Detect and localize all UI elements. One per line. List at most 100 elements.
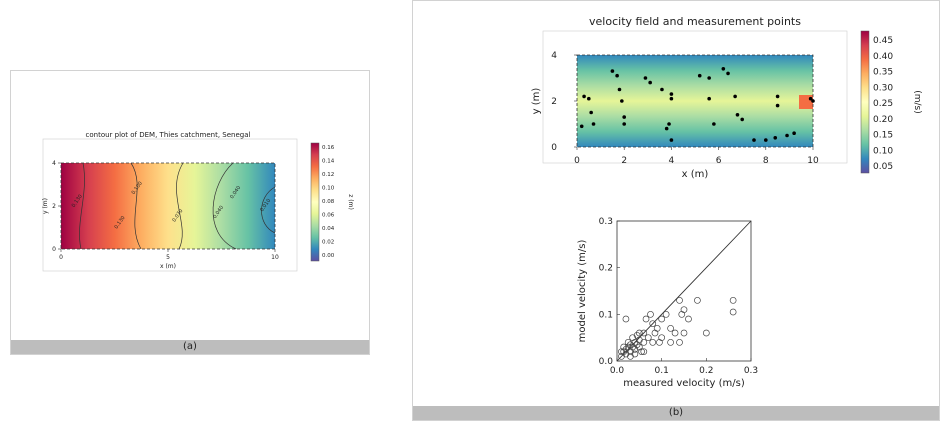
x-tick-label: 6 — [716, 156, 722, 166]
x-tick-label: 0.1 — [655, 366, 669, 376]
x-axis-label: x (m) — [682, 169, 709, 180]
scatter-point — [624, 343, 632, 351]
x-tick-label: 8 — [763, 156, 769, 166]
x-tick-label: 5 — [166, 254, 170, 261]
x-axis-label: x (m) — [160, 263, 176, 270]
figure-panel-a: contour plot of DEM, Thies catchment, Se… — [10, 70, 370, 355]
contour-line — [176, 162, 184, 250]
scatter-point — [656, 338, 663, 346]
scatter-point — [651, 329, 659, 337]
colorbar — [860, 30, 870, 174]
x-tick-label: 10 — [271, 254, 279, 261]
contour-line — [212, 162, 237, 250]
x-tick-label: 0 — [574, 156, 580, 166]
y-axis-label: model velocity (m/s) — [577, 240, 588, 343]
scatter-point — [640, 348, 648, 356]
chart-title: contour plot of DEM, Thies catchment, Se… — [86, 131, 251, 139]
measurement-point — [773, 136, 778, 140]
measurement-point — [707, 96, 711, 101]
scatter-point — [629, 343, 636, 351]
measurement-point — [712, 122, 716, 126]
measurement-point — [648, 80, 652, 85]
measurement-point — [669, 96, 674, 101]
scatter-point — [676, 296, 683, 304]
scatter-point — [685, 315, 692, 323]
scatter-point — [631, 345, 639, 353]
measurement-point — [740, 117, 744, 122]
figure-panel-b: velocity field and measurement points 0 2 4… — [412, 0, 940, 421]
scatter-point — [658, 334, 666, 342]
scatter-point — [635, 343, 643, 351]
scatter-point — [624, 338, 632, 346]
scatter-point — [676, 338, 683, 346]
velocity-charts: velocity field and measurement points 0 2 4… — [531, 15, 922, 389]
measurement-point — [610, 69, 615, 73]
scatter-point — [631, 338, 639, 346]
scatter-point — [638, 348, 645, 356]
y-tick-label: 0 — [52, 246, 56, 253]
measurement-point — [764, 138, 768, 142]
colorbar-tick-label: 0.40 — [873, 52, 893, 62]
measurement-point — [726, 71, 730, 76]
measurement-point — [775, 94, 780, 99]
scatter-point — [618, 352, 625, 360]
colorbar-tick-label: 0.35 — [873, 68, 893, 78]
scatter-point — [620, 348, 628, 356]
measurement-point — [721, 67, 726, 71]
chart-title: velocity field and measurement points — [589, 15, 801, 28]
y-tick-label: 0 — [551, 143, 557, 153]
contour-line — [261, 186, 276, 234]
measurement-point — [582, 94, 586, 99]
colorbar-tick-label: 0.12 — [322, 172, 334, 178]
measurement-point — [669, 92, 674, 96]
measurement-point — [792, 131, 796, 135]
scatter-point — [627, 352, 634, 360]
measurement-point — [660, 87, 664, 92]
scatter-point — [622, 350, 630, 358]
y-axis-label: y (m) — [42, 198, 49, 214]
measurement-point — [752, 138, 756, 142]
measurement-point — [669, 138, 674, 142]
x-tick-label: 0.2 — [699, 366, 713, 376]
measurement-point — [707, 76, 711, 80]
dem-contour-chart: contour plot of DEM, Thies catchment, Se… — [42, 131, 354, 272]
colorbar-tick-label: 0.14 — [322, 159, 335, 165]
scatter-point — [694, 296, 701, 304]
scatter-point — [680, 329, 688, 337]
colorbar-tick-label: 0.20 — [873, 115, 893, 125]
scatter-point — [653, 324, 661, 332]
colorbar-tick-label: 0.45 — [873, 36, 893, 46]
scatter-point — [622, 315, 630, 323]
x-axis-label: measured velocity (m/s) — [623, 378, 745, 389]
contour-line — [130, 162, 142, 250]
colorbar-tick-label: 0.15 — [873, 131, 893, 141]
scatter-point — [658, 315, 666, 323]
measurement-point — [615, 73, 619, 78]
x-tick-label: 2 — [621, 156, 627, 166]
colorbar-tick-label: 0.06 — [322, 213, 335, 219]
scatter-point — [620, 343, 628, 351]
y-tick-label: 0.3 — [599, 217, 613, 227]
contour-line — [79, 162, 85, 250]
scatter-point — [627, 348, 634, 356]
colorbar-label: z (m) — [347, 194, 354, 210]
scatter-point — [667, 338, 674, 346]
colorbar-tick-label: 0.02 — [322, 240, 334, 246]
scatter-point — [729, 308, 737, 316]
scatter-point — [729, 296, 737, 304]
dem-surface — [61, 163, 275, 249]
scatter-point — [633, 331, 641, 339]
scatter-point — [662, 310, 670, 318]
scatter-point — [680, 306, 688, 314]
measurement-point — [697, 73, 702, 78]
colorbar-tick-label: 0.30 — [873, 83, 893, 93]
y-tick-label: 4 — [551, 51, 557, 61]
measurement-point — [735, 113, 740, 117]
caption-a: (a) — [11, 340, 369, 354]
y-tick-label: 0.1 — [599, 310, 613, 320]
measurement-point — [733, 94, 737, 99]
colorbar-tick-label: 0.25 — [873, 99, 893, 109]
measurement-point — [591, 122, 596, 126]
scatter-point — [667, 324, 674, 332]
measurement-point — [622, 122, 626, 126]
